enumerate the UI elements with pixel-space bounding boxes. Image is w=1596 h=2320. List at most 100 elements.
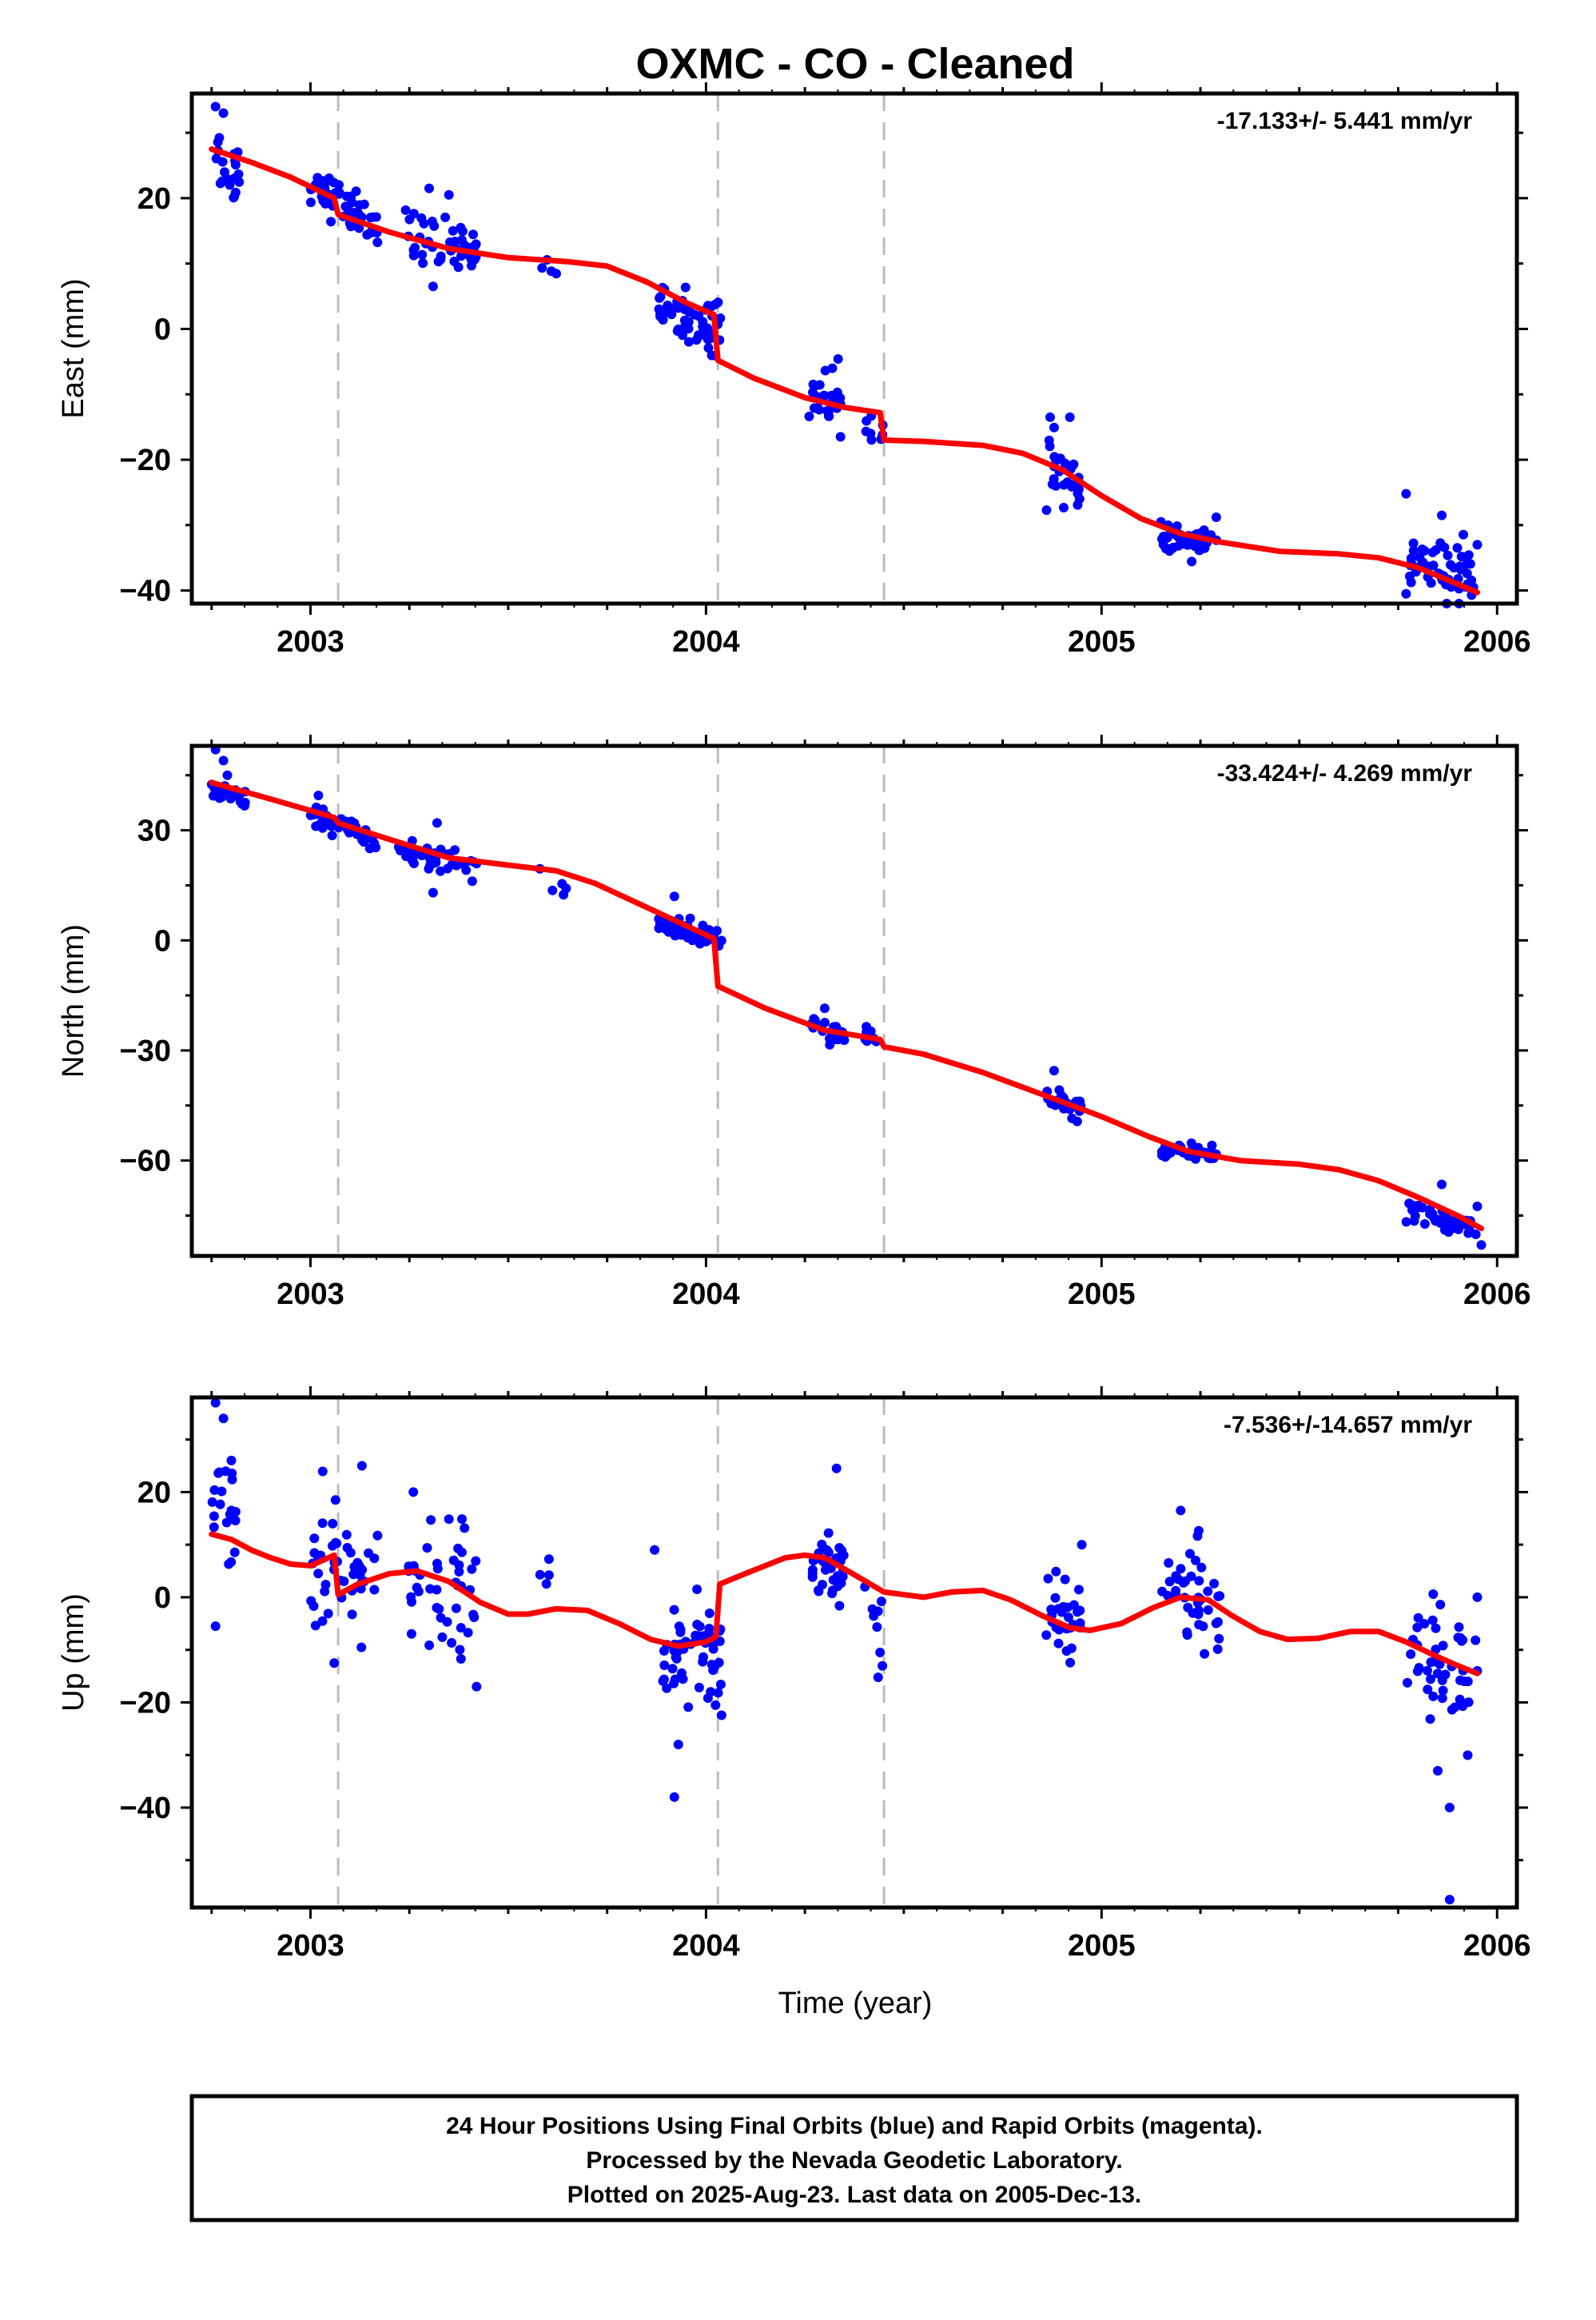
data-point: [541, 1579, 551, 1589]
data-point: [1176, 1505, 1186, 1516]
data-point: [1439, 1225, 1450, 1235]
x-tick-label: 2005: [1068, 625, 1136, 659]
y-tick-label: −30: [120, 1034, 171, 1068]
data-point: [669, 891, 679, 902]
data-point: [460, 1523, 470, 1533]
data-point: [456, 1654, 466, 1664]
data-point: [372, 1530, 383, 1541]
data-point: [831, 1463, 842, 1473]
data-point: [457, 226, 468, 237]
data-point: [559, 890, 569, 900]
plot-frame: [189, 743, 1519, 1258]
data-point: [233, 169, 244, 179]
data-point: [326, 821, 336, 831]
data-point: [667, 309, 677, 320]
plot-frame: [189, 91, 1519, 606]
y-tick-label: 0: [154, 313, 171, 346]
data-point: [419, 218, 429, 229]
data-point: [1423, 1684, 1433, 1695]
data-point: [229, 1547, 240, 1557]
plot-frame: [189, 1395, 1519, 1910]
data-point: [683, 1702, 694, 1712]
data-point: [330, 1537, 340, 1548]
data-point: [1415, 552, 1425, 563]
data-point: [670, 1674, 680, 1684]
data-point: [1212, 1644, 1223, 1654]
data-point: [447, 1638, 457, 1648]
panel-north: 2003 2004 2005 2006 30 0 −30 −60 North (mm) -33.4…: [57, 735, 1531, 1311]
data-point: [218, 755, 229, 766]
data-point: [662, 919, 672, 929]
data-point: [1447, 1704, 1457, 1715]
data-point: [209, 791, 218, 801]
data-point: [1050, 1593, 1061, 1603]
data-point: [820, 365, 830, 376]
data-point: [1188, 1608, 1198, 1618]
data-point: [1214, 1633, 1224, 1644]
data-point: [694, 1682, 704, 1692]
data-point: [456, 235, 467, 245]
data-point: [1041, 1630, 1052, 1640]
x-tick-label: 2004: [672, 1929, 740, 1963]
data-point: [463, 1628, 473, 1638]
y-tick-label: −40: [120, 1792, 171, 1825]
data-point: [671, 1653, 682, 1664]
data-point: [1198, 1621, 1208, 1632]
data-point: [209, 1522, 219, 1533]
data-point: [704, 1624, 714, 1634]
data-point: [429, 221, 440, 231]
data-point: [225, 1509, 235, 1520]
data-point: [1419, 1619, 1430, 1629]
data-point: [1191, 1154, 1200, 1164]
data-point: [835, 432, 846, 442]
y-tick-label: −40: [120, 575, 171, 608]
data-point: [1435, 1600, 1446, 1610]
data-point: [1049, 422, 1059, 433]
data-point: [1463, 1750, 1473, 1760]
data-point: [1077, 1540, 1087, 1550]
data-point: [1207, 1140, 1217, 1150]
footer-line-3: Plotted on 2025-Aug-23. Last data on 200…: [567, 2182, 1142, 2208]
data-point: [226, 1557, 237, 1567]
data-point: [1438, 1640, 1448, 1651]
data-point: [348, 1569, 359, 1580]
data-point: [1423, 1665, 1432, 1676]
data-point: [1437, 1179, 1447, 1190]
data-point: [543, 1554, 554, 1565]
data-point: [875, 1648, 886, 1657]
data-point: [1453, 1632, 1463, 1643]
data-point: [371, 843, 381, 853]
data-point: [410, 242, 420, 253]
data-point: [1403, 1677, 1412, 1688]
data-point: [1064, 1612, 1073, 1622]
data-point: [1196, 1562, 1207, 1573]
data-point: [1443, 550, 1453, 560]
data-point: [694, 311, 704, 321]
data-point: [1401, 588, 1411, 599]
data-point: [437, 1632, 448, 1642]
rate-label-north: -33.424+/- 4.269 mm/yr: [1217, 760, 1473, 787]
data-point: [547, 885, 558, 895]
y-tick-label: 0: [154, 1581, 171, 1615]
data-point: [1045, 441, 1055, 452]
data-point: [218, 1413, 229, 1424]
data-point: [654, 923, 664, 934]
data-point: [1437, 1693, 1447, 1704]
data-point: [817, 1539, 827, 1549]
data-point: [1426, 578, 1436, 588]
data-point: [1075, 1605, 1085, 1616]
points-up: [207, 1397, 1483, 1905]
data-point: [650, 1545, 660, 1555]
data-point: [1211, 512, 1221, 522]
data-point: [425, 1584, 436, 1594]
data-point: [450, 845, 460, 855]
data-point: [334, 188, 344, 197]
data-point: [351, 186, 361, 197]
data-point: [662, 1683, 672, 1693]
data-point: [424, 183, 434, 193]
data-point: [400, 205, 411, 215]
data-point: [535, 1569, 545, 1580]
data-point: [1074, 494, 1085, 504]
data-point: [715, 1680, 726, 1689]
data-point: [217, 1486, 227, 1497]
